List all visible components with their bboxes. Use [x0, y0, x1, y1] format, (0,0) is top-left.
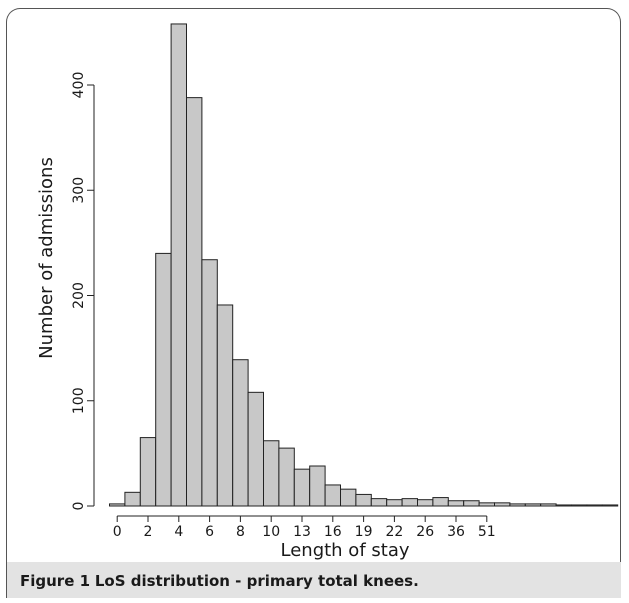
bar — [370, 498, 388, 507]
y-tick-label: 400 — [71, 72, 87, 99]
x-tick-label: 8 — [236, 524, 245, 540]
figure-frame — [6, 8, 621, 598]
y-tick-label: 0 — [71, 502, 87, 511]
bar — [109, 503, 126, 507]
bar — [509, 503, 526, 507]
bar — [324, 484, 342, 507]
x-axis: 0 2 4 6 8 10 13 16 19 22 26 36 51 — [113, 515, 496, 540]
bar — [216, 304, 234, 507]
y-tick-label: 200 — [71, 282, 87, 309]
x-axis-label: Length of stay — [281, 540, 410, 561]
bar — [447, 500, 465, 507]
bar — [278, 447, 295, 507]
bar — [524, 503, 542, 507]
x-tick-label: 0 — [113, 524, 122, 540]
bar — [355, 493, 372, 507]
x-tick-label: 36 — [447, 524, 465, 540]
bar — [186, 97, 203, 507]
x-tick-label: 26 — [416, 524, 434, 540]
bar — [247, 391, 265, 507]
bar — [124, 491, 141, 507]
bar — [155, 252, 172, 507]
x-tick-label: 51 — [478, 524, 496, 540]
bar — [386, 499, 403, 507]
x-tick-label: 4 — [174, 524, 183, 540]
bar — [478, 502, 496, 507]
y-tick-label: 100 — [71, 387, 87, 414]
bar — [571, 504, 588, 507]
x-tick-label: 16 — [324, 524, 342, 540]
bar — [463, 500, 480, 507]
bar — [401, 498, 419, 507]
bar — [432, 497, 449, 507]
bar — [139, 437, 157, 507]
x-tick-label: 10 — [262, 524, 280, 540]
bar — [293, 468, 311, 507]
caption-bar — [6, 562, 621, 598]
bar — [170, 23, 188, 507]
bar — [540, 503, 557, 507]
bar — [586, 504, 603, 507]
bar — [263, 440, 280, 507]
bar — [601, 504, 619, 507]
x-tick-label: 22 — [385, 524, 403, 540]
bar — [232, 359, 249, 507]
y-tick-label: 300 — [71, 177, 87, 204]
bar — [201, 259, 218, 507]
figure-caption: Figure 1 LoS distribution - primary tota… — [20, 572, 419, 590]
bar — [340, 488, 357, 507]
y-axis-label: Number of admissions — [36, 157, 57, 359]
x-tick-label: 19 — [355, 524, 373, 540]
caption-label: Figure 1 — [20, 572, 91, 590]
x-tick-label: 6 — [205, 524, 214, 540]
bar — [555, 504, 572, 507]
bar — [494, 502, 511, 507]
y-axis: 0 100 200 300 400 — [71, 72, 95, 511]
bars — [109, 23, 619, 507]
x-tick-label: 13 — [293, 524, 311, 540]
bar — [417, 499, 434, 507]
caption-text: LoS distribution - primary total knees. — [94, 572, 419, 590]
bar — [309, 465, 326, 507]
x-tick-label: 2 — [144, 524, 153, 540]
